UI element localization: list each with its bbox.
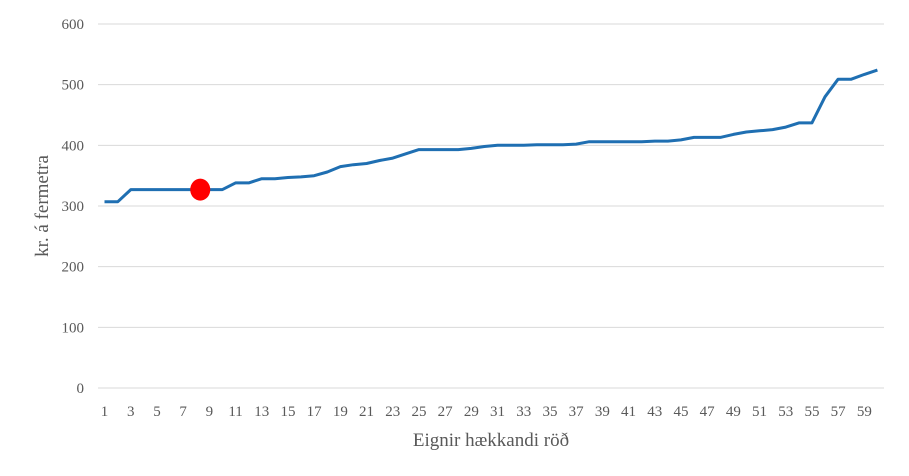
- x-tick-label: 31: [490, 404, 505, 420]
- x-tick-label: 39: [595, 404, 610, 420]
- highlight-group: [190, 178, 211, 201]
- x-tick-labels: 1 3 5 7 9 11 13 15 17 19 21 23 25 27 29 31 33 35 37 39 41 43 4…: [101, 404, 872, 420]
- x-tick-label: 43: [647, 404, 662, 420]
- y-tick-label: 0: [77, 381, 85, 397]
- x-tick-label: 47: [700, 404, 716, 420]
- y-tick-label: 500: [62, 78, 85, 94]
- x-tick-label: 27: [438, 404, 454, 420]
- series-group: [104, 68, 878, 204]
- x-tick-label: 13: [254, 404, 269, 420]
- x-tick-label: 37: [569, 404, 585, 420]
- x-tick-label: 23: [385, 404, 400, 420]
- x-tick-label: 53: [778, 404, 793, 420]
- x-tick-label: 21: [359, 404, 374, 420]
- y-tick-label: 300: [62, 199, 85, 215]
- x-tick-label: 51: [752, 404, 767, 420]
- x-tick-label: 15: [280, 404, 295, 420]
- x-tick-label: 45: [673, 404, 688, 420]
- y-tick-labels: 0 100 200 300 400 500 600: [62, 17, 85, 397]
- x-tick-label: 33: [516, 404, 531, 420]
- highlight-marker: [190, 178, 211, 201]
- x-tick-label: 1: [101, 404, 109, 420]
- x-tick-label: 17: [307, 404, 323, 420]
- y-tick-label: 600: [62, 17, 85, 33]
- x-tick-label: 49: [726, 404, 741, 420]
- x-tick-label: 7: [179, 404, 187, 420]
- x-tick-label: 3: [127, 404, 135, 420]
- x-tick-label: 29: [464, 404, 479, 420]
- x-tick-label: 55: [804, 404, 819, 420]
- gridlines: [98, 23, 884, 389]
- x-axis-title: Eignir hækkandi röð: [413, 430, 569, 451]
- x-tick-label: 5: [153, 404, 161, 420]
- x-tick-label: 57: [831, 404, 847, 420]
- x-tick-label: 41: [621, 404, 636, 420]
- x-tick-label: 11: [228, 404, 242, 420]
- x-tick-label: 19: [333, 404, 348, 420]
- y-tick-label: 400: [62, 138, 85, 154]
- y-tick-label: 200: [62, 260, 85, 276]
- x-tick-label: 35: [542, 404, 557, 420]
- y-axis-title: kr. á fermetra: [32, 155, 53, 257]
- x-tick-label: 25: [411, 404, 426, 420]
- y-tick-label: 100: [62, 320, 85, 336]
- x-tick-label: 59: [857, 404, 872, 420]
- series-line-0: [104, 68, 878, 204]
- x-tick-label: 9: [206, 404, 214, 420]
